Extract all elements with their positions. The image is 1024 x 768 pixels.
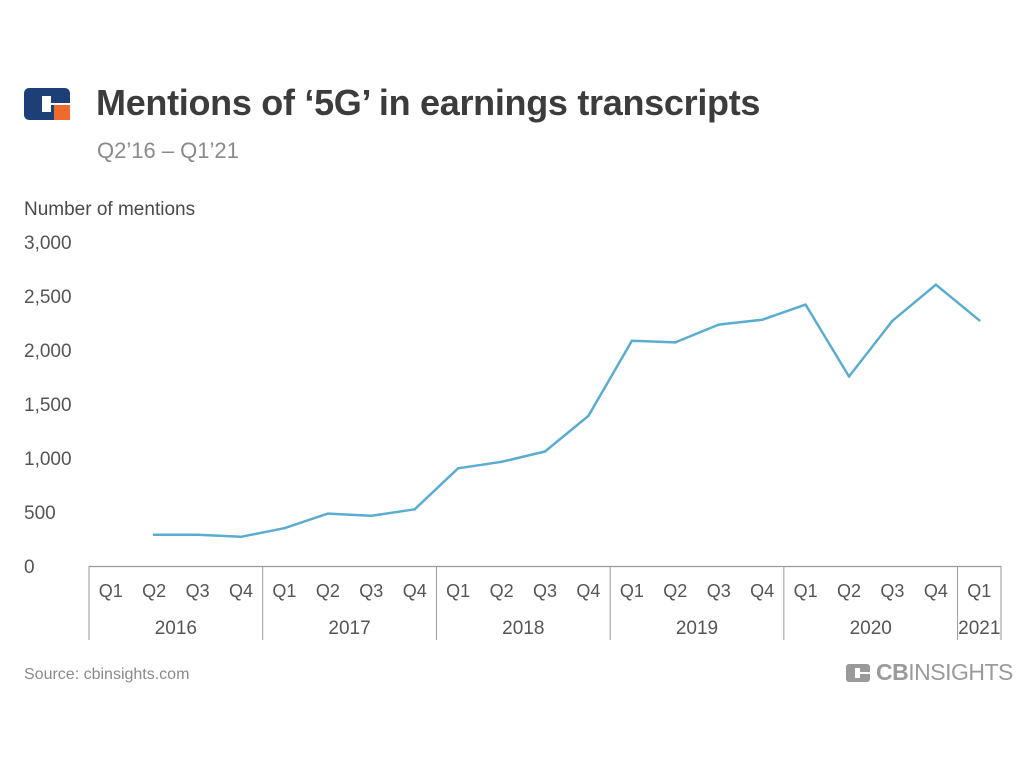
quarter-tick-label: Q4 [576, 581, 600, 601]
quarter-tick-label: Q3 [359, 581, 383, 601]
data-point [543, 450, 547, 453]
data-point [500, 460, 503, 464]
data-point [673, 341, 677, 344]
data-point [326, 512, 330, 515]
brand-wordmark-light: INSIGHTS [908, 659, 1013, 685]
quarter-tick-label: Q2 [837, 581, 861, 601]
quarter-tick-label: Q1 [446, 581, 470, 601]
quarter-tick-label: Q3 [707, 581, 731, 601]
y-axis-ticks: 0 500 1,000 1,500 2,000 2,500 3,000 [24, 233, 72, 578]
data-point [891, 319, 894, 323]
data-point [847, 375, 851, 378]
quarter-tick-label: Q4 [750, 581, 774, 601]
quarter-tick-label: Q3 [533, 581, 557, 601]
quarter-tick-label: Q2 [663, 581, 687, 601]
cb-insights-logo-icon [24, 88, 70, 120]
data-point [196, 533, 199, 536]
data-point [804, 303, 807, 306]
year-label: 2019 [676, 618, 718, 639]
data-point [760, 318, 764, 322]
y-tick-label: 2,000 [24, 341, 72, 362]
chart-subtitle: Q2’16 – Q1’21 [97, 138, 239, 163]
data-point [456, 466, 460, 470]
quarter-tick-label: Q2 [142, 581, 166, 601]
quarter-tick-label: Q1 [967, 581, 991, 601]
data-point [717, 323, 721, 326]
y-tick-label: 3,000 [24, 233, 72, 254]
data-point [152, 533, 156, 536]
data-point [934, 283, 938, 286]
quarter-tick-label: Q1 [620, 581, 644, 601]
series-layer [152, 283, 981, 539]
cb-insights-brand-icon [846, 663, 870, 682]
quarter-tick-label: Q2 [316, 581, 340, 601]
quarter-tick-label: Q1 [794, 581, 818, 601]
data-point [587, 414, 590, 418]
data-point [413, 508, 417, 511]
y-tick-label: 0 [24, 557, 35, 578]
y-tick-label: 2,500 [24, 287, 72, 308]
data-point [283, 526, 286, 530]
y-tick-label: 500 [24, 503, 56, 524]
y-tick-label: 1,500 [24, 395, 72, 416]
y-axis-label: Number of mentions [24, 199, 196, 220]
series-line [152, 283, 981, 539]
quarter-tick-label: Q1 [99, 581, 123, 601]
year-label: 2020 [850, 618, 892, 639]
data-point [630, 339, 634, 343]
quarter-tick-label: Q1 [272, 581, 296, 601]
year-label: 2016 [155, 618, 197, 639]
quarter-tick-label: Q3 [186, 581, 210, 601]
quarter-tick-label: Q2 [490, 581, 514, 601]
chart-title: Mentions of ‘5G’ in earnings transcripts [96, 82, 761, 123]
x-axis: 2016 2017 2018 2019 2020 2021 Q1 Q2 Q3 Q4 Q1 Q2 Q3 Q4… [88, 565, 1002, 640]
year-label: 2017 [328, 618, 370, 639]
source-note: Source: cbinsights.com [24, 666, 190, 683]
year-label: 2018 [502, 618, 544, 639]
quarter-tick-label: Q4 [229, 581, 253, 601]
quarter-tick-label: Q4 [924, 581, 948, 601]
brand-wordmark: CB INSIGHTS [876, 659, 1013, 686]
brand-logo: CB INSIGHTS [846, 659, 1013, 686]
y-tick-label: 1,000 [24, 449, 72, 470]
quarter-tick-label: Q3 [880, 581, 904, 601]
data-point [369, 514, 373, 518]
quarter-tick-label: Q4 [403, 581, 427, 601]
data-point [977, 319, 981, 322]
data-point [239, 535, 243, 539]
brand-wordmark-bold: CB [876, 659, 909, 685]
year-label: 2021 [958, 618, 1000, 639]
